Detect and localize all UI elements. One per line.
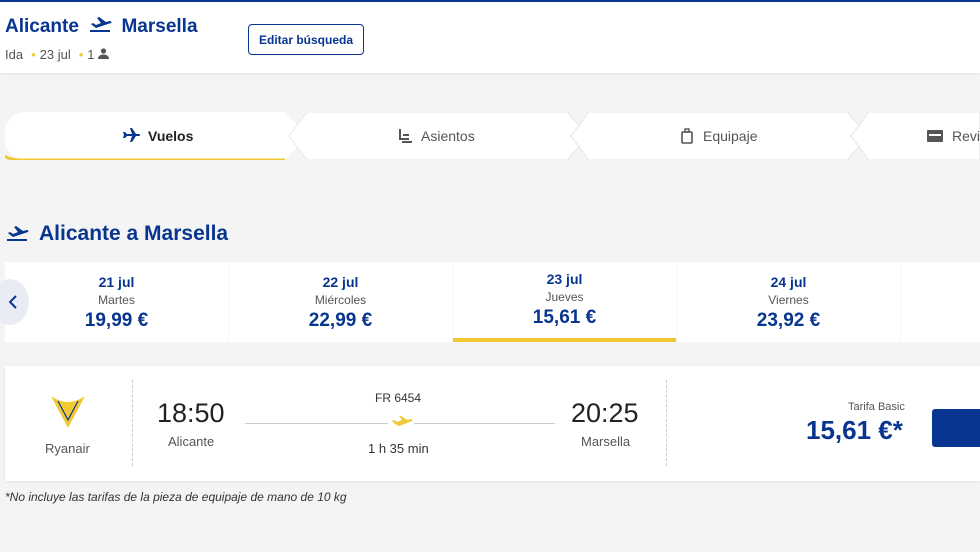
card-price: 15,61 € bbox=[532, 307, 597, 328]
header: Alicante Marsella Ida • 23 jul • 1 Editar bú… bbox=[0, 0, 980, 73]
card-date: 21 jul bbox=[98, 274, 135, 290]
edit-search-button[interactable]: Editar búsqueda bbox=[248, 24, 364, 55]
date-card[interactable]: 24 jul Viernes 23,92 € bbox=[677, 262, 900, 342]
airline: Ryanair bbox=[45, 441, 90, 456]
step-label: Vuelos bbox=[148, 128, 194, 144]
section-title: Alicante a Marsella bbox=[5, 222, 228, 246]
card-price: 22,99 € bbox=[308, 310, 373, 331]
select-button[interactable] bbox=[932, 409, 980, 447]
trip-meta: Ida • 23 jul • 1 bbox=[5, 47, 110, 62]
date-card[interactable]: 22 jul Miércoles 22,99 € bbox=[229, 262, 452, 342]
date-card[interactable]: 23 jul Jueves 15,61 € bbox=[453, 262, 676, 342]
footnote: *No incluye las tarifas de la pieza de e… bbox=[5, 490, 347, 504]
fare-name: Tarifa Basic bbox=[848, 401, 905, 413]
departure-city: Alicante bbox=[168, 434, 215, 449]
fare-price: 15,61 €* bbox=[806, 415, 903, 445]
card-price: 23,92 € bbox=[756, 310, 821, 331]
trip-date: 23 jul bbox=[39, 47, 71, 62]
steps-bar bbox=[5, 112, 980, 160]
card-weekday: Viernes bbox=[768, 293, 809, 307]
section-title-text: Alicante a Marsella bbox=[39, 222, 229, 245]
flight-card[interactable]: Ryanair 18:50 Alicante FR 6454 1 h 35 mi… bbox=[5, 366, 980, 481]
destination: Marsella bbox=[121, 16, 198, 37]
passengers: 1 bbox=[87, 47, 95, 62]
card-date: 22 jul bbox=[322, 274, 359, 290]
date-card[interactable]: 21 jul Martes 19,99 € bbox=[5, 262, 228, 342]
duration: 1 h 35 min bbox=[368, 441, 429, 456]
step-label: Revis bbox=[952, 128, 980, 144]
previous-dates-button[interactable] bbox=[0, 279, 29, 325]
arrival-city: Marsella bbox=[581, 434, 631, 449]
origin: Alicante bbox=[5, 16, 79, 37]
card-date: 24 jul bbox=[770, 274, 807, 290]
plane-icon bbox=[388, 415, 414, 429]
card-weekday: Miércoles bbox=[314, 293, 367, 307]
card-weekday: Jueves bbox=[545, 290, 584, 304]
card-weekday: Martes bbox=[98, 293, 135, 307]
step-label: Equipaje bbox=[703, 128, 758, 144]
departure-time: 18:50 bbox=[157, 398, 225, 428]
flight-number: FR 6454 bbox=[375, 391, 422, 405]
step-label: Asientos bbox=[421, 128, 475, 144]
arrival-time: 20:25 bbox=[571, 398, 639, 428]
step[interactable]: Asientos bbox=[397, 128, 475, 144]
route: Alicante Marsella bbox=[5, 16, 198, 38]
step[interactable]: Revis bbox=[926, 128, 980, 144]
date-card bbox=[901, 262, 980, 342]
card-date: 23 jul bbox=[546, 271, 583, 287]
step[interactable]: Equipaje bbox=[679, 128, 758, 144]
card-price: 19,99 € bbox=[84, 310, 149, 331]
person-icon bbox=[98, 48, 110, 59]
step[interactable]: Vuelos bbox=[122, 128, 193, 144]
airline-logo bbox=[51, 396, 85, 428]
trip-type: Ida bbox=[5, 47, 24, 62]
plane-icon bbox=[90, 17, 112, 32]
